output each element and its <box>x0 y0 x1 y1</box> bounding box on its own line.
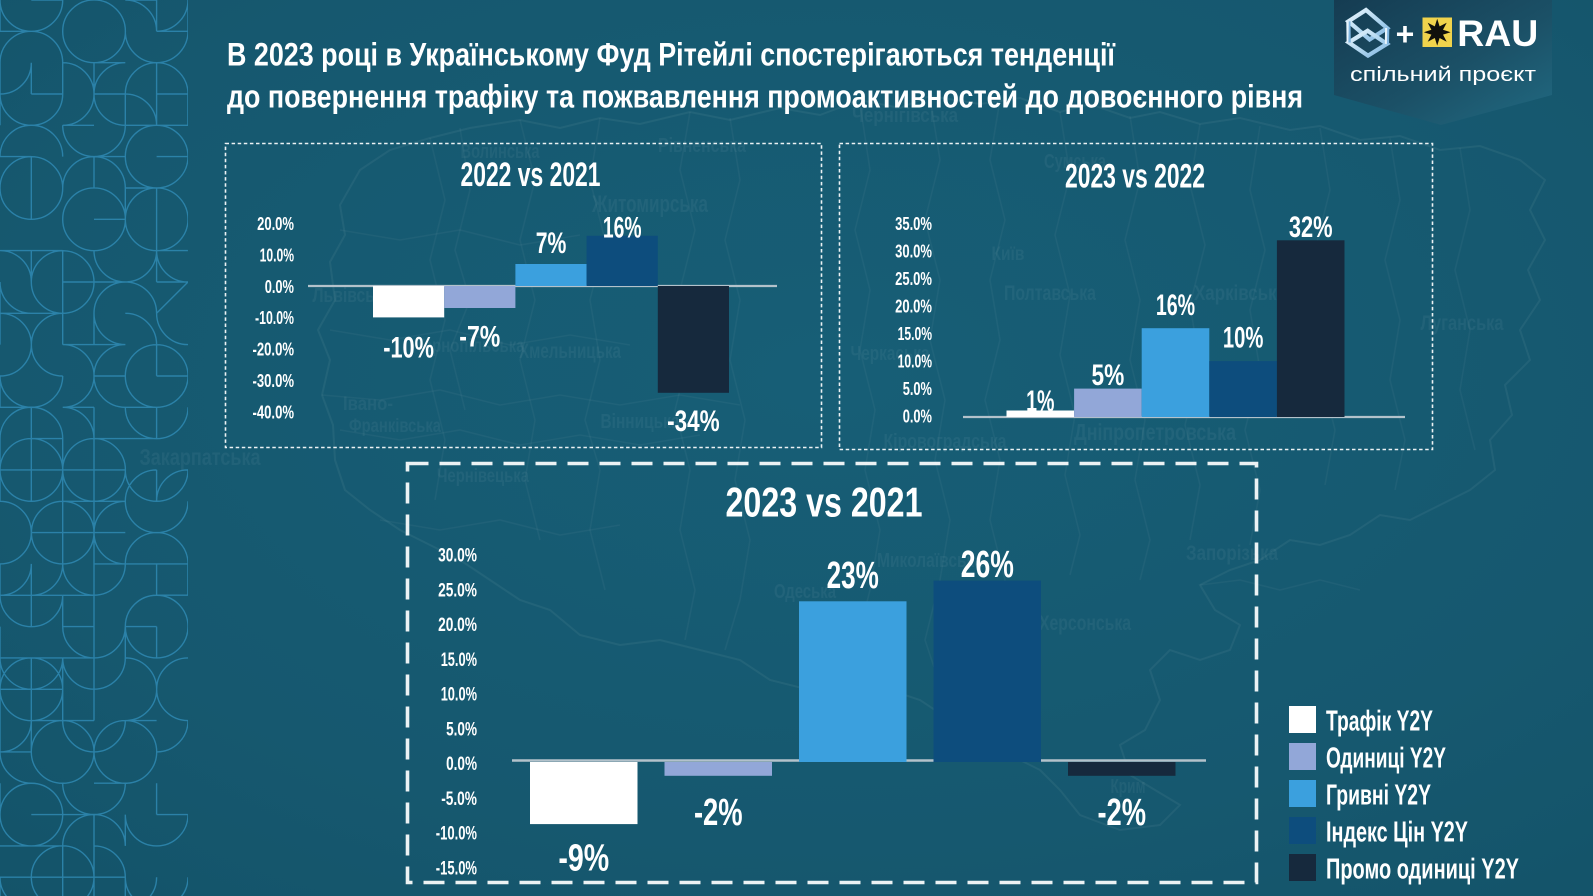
svg-text:16%: 16% <box>603 212 642 245</box>
svg-text:Рівненська: Рівненська <box>658 135 747 157</box>
svg-text:20.0%: 20.0% <box>438 615 477 636</box>
svg-text:5%: 5% <box>1092 359 1125 392</box>
svg-text:-10%: -10% <box>383 332 434 365</box>
svg-text:-40.0%: -40.0% <box>253 402 295 422</box>
svg-text:Черкаська: Черкаська <box>851 343 931 365</box>
svg-text:Індекс Цін Y2Y: Індекс Цін Y2Y <box>1326 817 1468 849</box>
svg-text:Сумська: Сумська <box>1044 151 1107 173</box>
svg-text:Франківська: Франківська <box>349 416 441 437</box>
svg-text:Івано-: Івано- <box>343 394 393 415</box>
svg-text:2022 vs 2021: 2022 vs 2021 <box>461 156 601 194</box>
svg-text:Миколаївська: Миколаївська <box>877 550 984 572</box>
svg-text:10.0%: 10.0% <box>898 351 932 371</box>
svg-text:Вінницька: Вінницька <box>601 411 681 433</box>
svg-text:5.0%: 5.0% <box>446 719 477 740</box>
svg-text:7%: 7% <box>536 227 567 260</box>
svg-text:15.0%: 15.0% <box>898 324 932 344</box>
svg-text:30.0%: 30.0% <box>438 546 477 567</box>
svg-text:30.0%: 30.0% <box>895 241 932 261</box>
svg-text:Чернівецька: Чернівецька <box>437 466 529 487</box>
svg-text:1%: 1% <box>1026 385 1054 418</box>
svg-text:В 2023 році в Українському Фуд: В 2023 році в Українському Фуд Рітейлі с… <box>227 37 1116 73</box>
svg-text:25.0%: 25.0% <box>895 269 932 289</box>
svg-text:26%: 26% <box>961 544 1014 586</box>
svg-text:до повернення трафіку та пожва: до повернення трафіку та пожвавлення про… <box>227 79 1303 115</box>
svg-text:10.0%: 10.0% <box>260 245 294 265</box>
svg-text:32%: 32% <box>1289 211 1333 244</box>
svg-text:-30.0%: -30.0% <box>253 371 295 391</box>
svg-text:Гривні Y2Y: Гривні Y2Y <box>1326 780 1431 812</box>
svg-text:Промо одиниці Y2Y: Промо одиниці Y2Y <box>1326 854 1519 886</box>
svg-text:Одиниці Y2Y: Одиниці Y2Y <box>1326 743 1446 775</box>
svg-text:20.0%: 20.0% <box>895 296 932 316</box>
svg-text:0.0%: 0.0% <box>265 277 294 297</box>
svg-text:5.0%: 5.0% <box>903 379 932 399</box>
svg-text:Тернопільська: Тернопільська <box>416 336 525 357</box>
svg-text:Херсонська: Херсонська <box>1039 612 1131 635</box>
svg-text:16%: 16% <box>1156 289 1195 322</box>
svg-text:Львівська: Львівська <box>313 285 393 307</box>
svg-text:Закарпатська: Закарпатська <box>140 444 261 470</box>
svg-text:20.0%: 20.0% <box>257 214 294 234</box>
svg-text:Трафік Y2Y: Трафік Y2Y <box>1326 706 1433 738</box>
svg-text:35.0%: 35.0% <box>895 214 932 234</box>
svg-text:Волинська: Волинська <box>461 141 541 163</box>
svg-text:Житомирська: Житомирська <box>591 191 708 218</box>
svg-text:23%: 23% <box>827 555 879 597</box>
svg-text:25.0%: 25.0% <box>438 580 477 601</box>
svg-text:Чернігівська: Чернігівська <box>852 105 959 127</box>
svg-text:-34%: -34% <box>667 405 720 438</box>
svg-text:Крим: Крим <box>1111 776 1146 798</box>
svg-text:-2%: -2% <box>1097 792 1146 834</box>
svg-text:спільний проєкт: спільний проєкт <box>1350 64 1536 86</box>
svg-text:-10.0%: -10.0% <box>436 824 477 845</box>
svg-text:RAU: RAU <box>1457 13 1538 54</box>
svg-text:Одеська: Одеська <box>774 581 837 603</box>
svg-text:Дніпропетровська: Дніпропетровська <box>1074 419 1236 445</box>
svg-text:+: + <box>1396 16 1415 52</box>
svg-text:Харківська: Харківська <box>1194 282 1286 305</box>
svg-text:-5.0%: -5.0% <box>441 789 477 810</box>
svg-text:-9%: -9% <box>558 838 609 880</box>
svg-text:15.0%: 15.0% <box>441 650 477 671</box>
svg-text:2023 vs 2021: 2023 vs 2021 <box>726 479 923 526</box>
svg-text:-2%: -2% <box>694 792 743 834</box>
svg-text:Київ: Київ <box>992 244 1025 265</box>
svg-text:-7%: -7% <box>459 321 500 354</box>
svg-text:-10.0%: -10.0% <box>255 308 294 328</box>
svg-text:-15.0%: -15.0% <box>436 858 477 879</box>
svg-text:10%: 10% <box>1223 322 1264 355</box>
svg-text:0.0%: 0.0% <box>446 754 477 775</box>
svg-text:Запорізька: Запорізька <box>1186 542 1278 565</box>
svg-text:Хмельницька: Хмельницька <box>519 340 621 363</box>
svg-text:-20.0%: -20.0% <box>253 340 295 360</box>
svg-text:Луганська: Луганська <box>1421 312 1504 335</box>
svg-text:0.0%: 0.0% <box>903 406 932 426</box>
svg-text:Кіровоградська: Кіровоградська <box>884 431 1008 453</box>
svg-text:2023 vs 2022: 2023 vs 2022 <box>1065 158 1205 196</box>
svg-text:Полтавська: Полтавська <box>1004 282 1096 305</box>
svg-text:10.0%: 10.0% <box>441 685 477 706</box>
